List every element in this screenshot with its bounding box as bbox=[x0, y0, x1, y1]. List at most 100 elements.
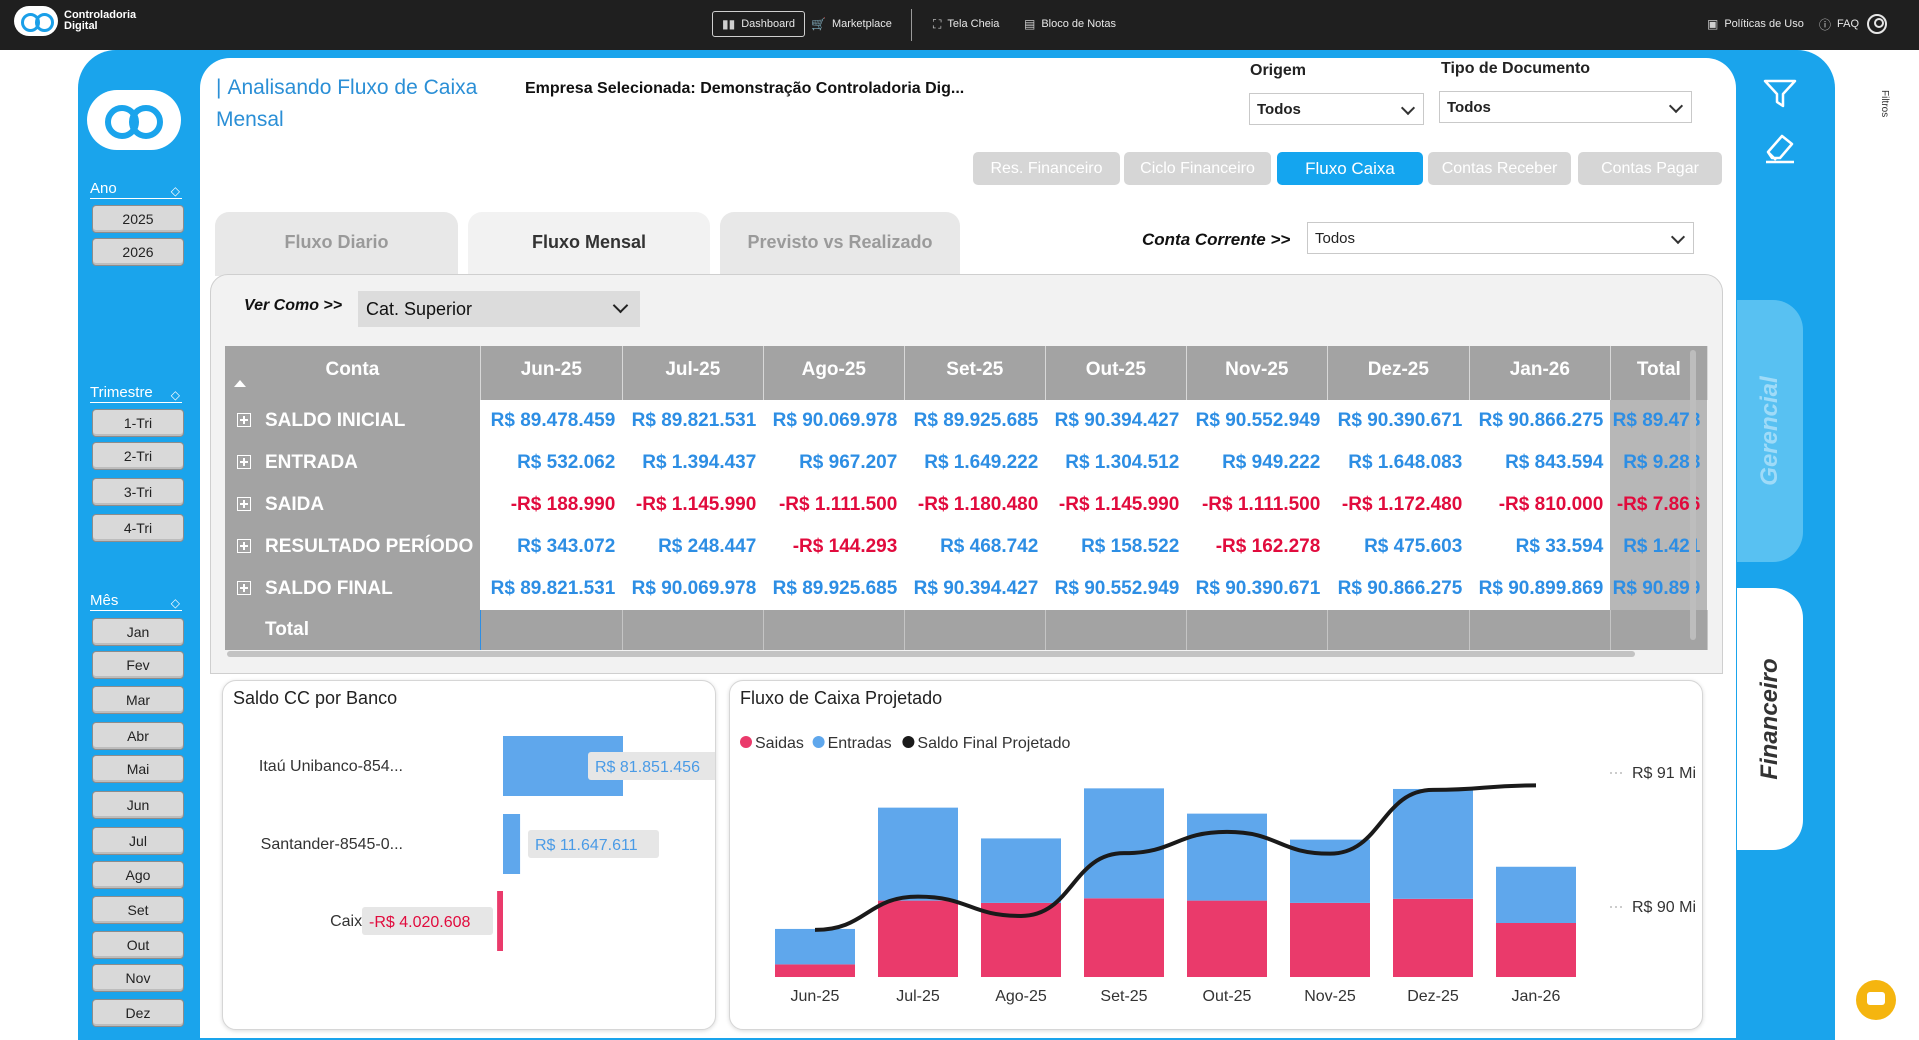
tipo-documento-dropdown[interactable]: Todos bbox=[1439, 91, 1692, 123]
ver-como-dropdown[interactable]: Cat. Superior bbox=[358, 291, 640, 327]
column-header[interactable]: Set-25 bbox=[904, 346, 1046, 400]
top-navbar: Controladoria Digital ▮▮ Dashboard 🛒 Mar… bbox=[0, 0, 1919, 50]
total-cell bbox=[763, 610, 905, 650]
table-cell: R$ 90.866.275 bbox=[1469, 400, 1611, 442]
eraser-icon[interactable]: ◇ bbox=[170, 184, 180, 198]
side-tab-gerencial[interactable]: Gerencial bbox=[1737, 300, 1803, 562]
filter-mes-nov[interactable]: Nov bbox=[92, 964, 184, 992]
nav-dashboard-button[interactable]: ▮▮ Dashboard bbox=[712, 11, 806, 37]
vertical-scrollbar[interactable] bbox=[1690, 350, 1696, 640]
bar-entradas bbox=[981, 838, 1061, 903]
table-row[interactable]: ENTRADA R$ 532.062 R$ 1.394.437 R$ 967.207 R… bbox=[225, 442, 1708, 484]
table-row[interactable]: SALDO FINAL R$ 89.821.531 R$ 90.069.978 R$ … bbox=[225, 568, 1708, 610]
filter-mes-mai[interactable]: Mai bbox=[92, 755, 184, 783]
row-label-text: ENTRADA bbox=[265, 452, 358, 473]
sort-asc-icon[interactable] bbox=[234, 380, 246, 387]
column-header[interactable]: Jan-26 bbox=[1469, 346, 1611, 400]
nav-notepad-button[interactable]: ▤ Bloco de Notas bbox=[1015, 11, 1125, 37]
user-avatar-icon[interactable] bbox=[1867, 14, 1887, 34]
filter-mes-set[interactable]: Set bbox=[92, 896, 184, 924]
tab-fluxo-diario[interactable]: Fluxo Diario bbox=[215, 212, 458, 276]
bar-entradas bbox=[1496, 866, 1576, 923]
column-header[interactable]: Dez-25 bbox=[1327, 346, 1470, 400]
tab-res-financeiro[interactable]: Res. Financeiro bbox=[973, 152, 1120, 185]
side-tab-financeiro[interactable]: Financeiro bbox=[1737, 588, 1803, 850]
bar-saidas bbox=[1393, 898, 1473, 977]
filter-trimestre-title: Trimestre ◇ bbox=[90, 384, 182, 403]
row-label[interactable]: SALDO INICIAL bbox=[225, 400, 481, 442]
filter-tri-3[interactable]: 3-Tri bbox=[92, 478, 184, 506]
column-header[interactable]: Out-25 bbox=[1045, 346, 1187, 400]
filter-tri-4[interactable]: 4-Tri bbox=[92, 514, 184, 542]
table-cell: -R$ 1.111.500 bbox=[763, 484, 905, 526]
table-cell: R$ 90.552.949 bbox=[1045, 568, 1187, 610]
filters-pane-label[interactable]: Filtros bbox=[1879, 90, 1890, 118]
filter-mes-dez[interactable]: Dez bbox=[92, 999, 184, 1027]
table-cell: R$ 468.742 bbox=[904, 526, 1046, 568]
filter-mes-mar[interactable]: Mar bbox=[92, 686, 184, 714]
expand-plus-icon[interactable] bbox=[237, 539, 251, 553]
table-row[interactable]: SALDO INICIAL R$ 89.478.459 R$ 89.821.531 R… bbox=[225, 400, 1708, 442]
nav-marketplace-button[interactable]: 🛒 Marketplace bbox=[802, 11, 901, 37]
table-cell: R$ 1.648.083 bbox=[1327, 442, 1470, 484]
column-header[interactable]: Jul-25 bbox=[622, 346, 764, 400]
policies-link[interactable]: ▣ Políticas de Uso bbox=[1698, 11, 1813, 37]
y-tick-label: R$ 90 Mi bbox=[1632, 899, 1696, 916]
bank-bar bbox=[503, 814, 521, 874]
expand-plus-icon[interactable] bbox=[237, 413, 251, 427]
filter-ano-2025[interactable]: 2025 bbox=[92, 205, 184, 233]
eraser-icon[interactable]: ◇ bbox=[170, 596, 180, 610]
table-cell: R$ 90.899.869 bbox=[1469, 568, 1611, 610]
notepad-icon: ▤ bbox=[1024, 17, 1036, 31]
data-label: R$ 11.647.611 bbox=[535, 837, 638, 854]
filter-tri-2[interactable]: 2-Tri bbox=[92, 442, 184, 470]
table-cell: R$ 949.222 bbox=[1186, 442, 1328, 484]
expand-plus-icon[interactable] bbox=[237, 581, 251, 595]
filter-mes-out[interactable]: Out bbox=[92, 931, 184, 959]
table-cell: R$ 89.821.531 bbox=[480, 568, 623, 610]
tab-fluxo-mensal[interactable]: Fluxo Mensal bbox=[468, 212, 710, 278]
column-header[interactable]: Jun-25 bbox=[480, 346, 623, 400]
table-row[interactable]: RESULTADO PERÍODO R$ 343.072 R$ 248.447 -R$… bbox=[225, 526, 1708, 568]
policies-label: Políticas de Uso bbox=[1724, 18, 1804, 30]
tab-ciclo-financeiro[interactable]: Ciclo Financeiro bbox=[1124, 152, 1271, 185]
tab-previsto-realizado[interactable]: Previsto vs Realizado bbox=[720, 212, 960, 276]
faq-link[interactable]: ⓘ FAQ bbox=[1810, 11, 1868, 37]
column-header[interactable]: Nov-25 bbox=[1186, 346, 1328, 400]
filter-ano-2026[interactable]: 2026 bbox=[92, 238, 184, 266]
tab-contas-pagar[interactable]: Contas Pagar bbox=[1578, 152, 1722, 185]
filter-mes-abr[interactable]: Abr bbox=[92, 722, 184, 750]
nav-fullscreen-button[interactable]: ⛶ Tela Cheia bbox=[924, 11, 1008, 37]
row-label[interactable]: SALDO FINAL bbox=[225, 568, 481, 610]
row-label[interactable]: SAIDA bbox=[225, 484, 481, 526]
column-header[interactable]: Conta bbox=[225, 346, 481, 400]
total-cell bbox=[1327, 610, 1470, 650]
eraser-icon[interactable]: ◇ bbox=[170, 388, 180, 402]
chat-support-icon[interactable] bbox=[1856, 980, 1896, 1020]
filter-tri-1[interactable]: 1-Tri bbox=[92, 409, 184, 437]
table-row[interactable]: SAIDA -R$ 188.990 -R$ 1.145.990 -R$ 1.111.5… bbox=[225, 484, 1708, 526]
expand-plus-icon[interactable] bbox=[237, 497, 251, 511]
brand-name: Controladoria Digital bbox=[64, 9, 137, 32]
filter-mes-ago[interactable]: Ago bbox=[92, 861, 184, 889]
total-cell bbox=[1045, 610, 1187, 650]
column-header[interactable]: Ago-25 bbox=[763, 346, 905, 400]
filter-funnel-icon[interactable] bbox=[1763, 78, 1797, 108]
tab-fluxo-caixa[interactable]: Fluxo Caixa bbox=[1277, 152, 1423, 185]
filter-mes-jul[interactable]: Jul bbox=[92, 827, 184, 855]
eraser-icon[interactable] bbox=[1762, 130, 1798, 164]
filter-mes-jun[interactable]: Jun bbox=[92, 791, 184, 819]
filter-mes-fev[interactable]: Fev bbox=[92, 651, 184, 679]
table-cell: -R$ 1.172.480 bbox=[1327, 484, 1470, 526]
horizontal-scrollbar[interactable] bbox=[227, 651, 1635, 657]
filter-mes-label: Mês bbox=[90, 592, 119, 609]
bank-label: Itaú Unibanco-854... bbox=[259, 758, 403, 775]
row-label[interactable]: RESULTADO PERÍODO bbox=[225, 526, 481, 568]
origem-dropdown[interactable]: Todos bbox=[1249, 93, 1424, 125]
filter-mes-jan[interactable]: Jan bbox=[92, 618, 184, 646]
conta-corrente-dropdown[interactable]: Todos bbox=[1307, 222, 1694, 254]
row-label[interactable]: ENTRADA bbox=[225, 442, 481, 484]
tab-contas-receber[interactable]: Contas Receber bbox=[1428, 152, 1571, 185]
brand-logo[interactable]: Controladoria Digital bbox=[14, 6, 154, 36]
expand-plus-icon[interactable] bbox=[237, 455, 251, 469]
